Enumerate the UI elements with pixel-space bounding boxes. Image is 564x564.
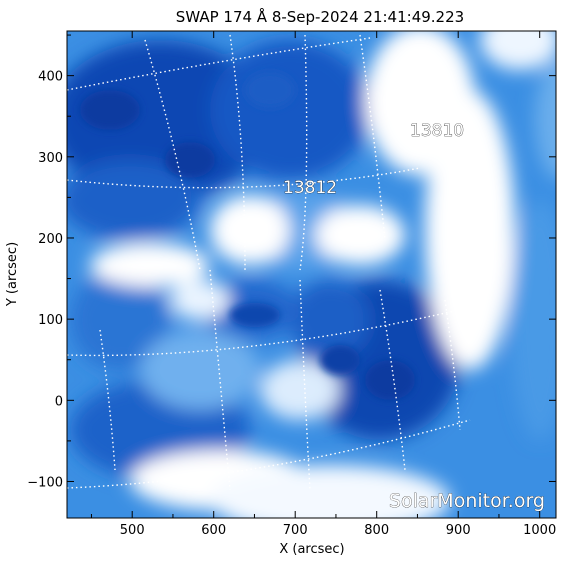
- y-tick-label: 0: [55, 394, 63, 409]
- x-tick-label: 500: [120, 523, 145, 538]
- heliographic-grid: [67, 34, 481, 491]
- plot-title: SWAP 174 Å 8-Sep-2024 21:41:49.223: [176, 7, 464, 26]
- longitude-line: [144, 39, 201, 271]
- latitude-line: [67, 167, 421, 189]
- longitude-line: [229, 34, 246, 271]
- y-tick-label: −100: [27, 475, 63, 490]
- active-region-labels: 13810 13812: [283, 121, 465, 199]
- y-axis: −100 0 100 200 300 400: [27, 34, 556, 490]
- longitude-line: [299, 34, 308, 271]
- longitude-line: [379, 289, 406, 471]
- longitude-line: [444, 299, 461, 431]
- active-region-label: 13812: [283, 178, 337, 198]
- x-tick-label: 700: [283, 523, 308, 538]
- y-tick-label: 200: [38, 232, 63, 247]
- y-tick-label: 100: [38, 313, 63, 328]
- longitude-line: [299, 279, 311, 491]
- y-axis-label: Y (arcsec): [5, 242, 20, 307]
- x-tick-label: 1000: [523, 523, 556, 538]
- solar-image: [67, 31, 556, 518]
- x-tick-label: 800: [364, 523, 389, 538]
- longitude-line: [359, 34, 386, 241]
- x-tick-label: 600: [201, 523, 226, 538]
- watermark: SolarMonitor.org: [389, 490, 545, 512]
- y-tick-label: 300: [38, 151, 63, 166]
- active-region-label: 13810: [410, 121, 464, 141]
- x-axis-label: X (arcsec): [279, 542, 344, 557]
- x-tick-label: 900: [446, 523, 471, 538]
- y-tick-label: 400: [38, 70, 63, 85]
- x-axis: 500 600 700 800 900 1000: [90, 31, 556, 538]
- latitude-line: [67, 304, 481, 357]
- plot-frame: [66, 30, 557, 519]
- longitude-line: [209, 269, 231, 491]
- latitude-line: [67, 419, 471, 489]
